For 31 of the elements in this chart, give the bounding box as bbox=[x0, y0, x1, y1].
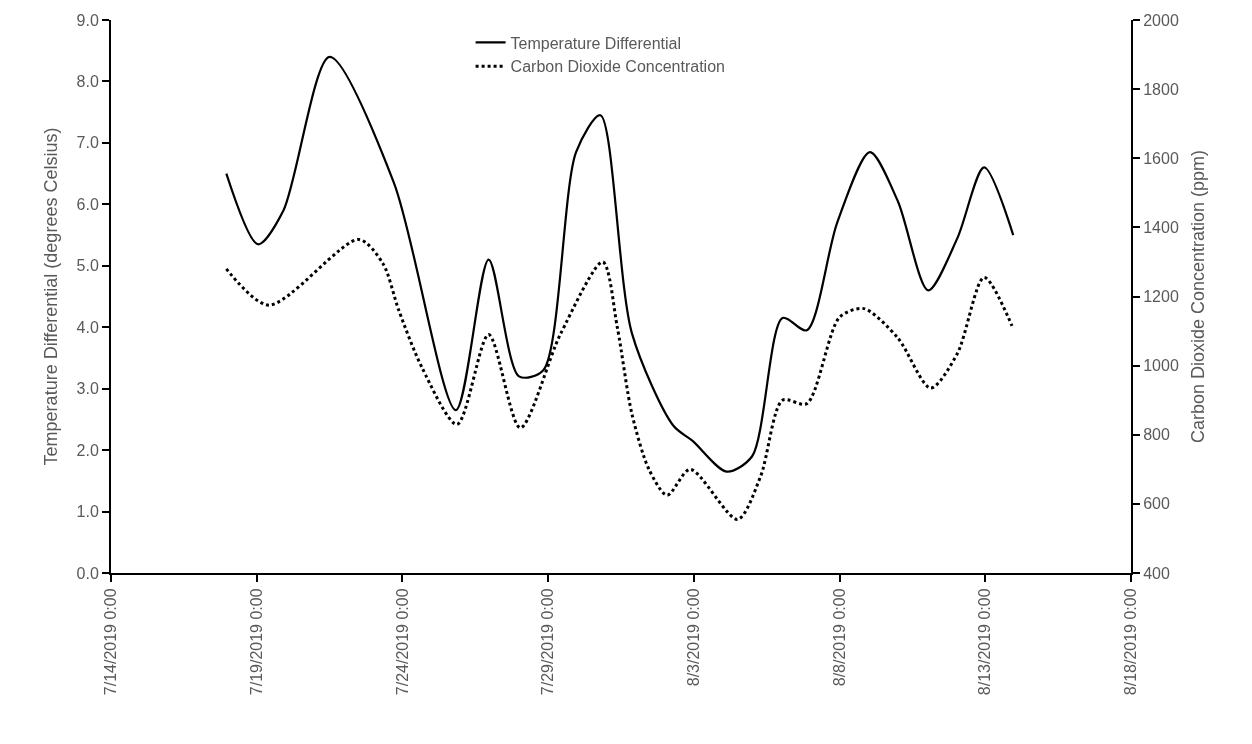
y2-tick-label: 800 bbox=[1143, 426, 1170, 444]
y-tick-label: 5.0 bbox=[76, 257, 99, 275]
x-tick-label: 8/18/2019 0:00 bbox=[1122, 588, 1140, 696]
x-tick-label: 7/19/2019 0:00 bbox=[247, 588, 265, 696]
x-tick-label: 8/3/2019 0:00 bbox=[685, 588, 703, 687]
y-tick-label: 8.0 bbox=[76, 73, 99, 91]
legend-label: Temperature Differential bbox=[510, 34, 682, 52]
x-tick-label: 8/8/2019 0:00 bbox=[830, 588, 848, 687]
x-tick-label: 7/29/2019 0:00 bbox=[539, 588, 557, 696]
x-tick-label: 7/24/2019 0:00 bbox=[393, 588, 411, 696]
y-tick-label: 7.0 bbox=[76, 134, 99, 152]
y-tick-label: 6.0 bbox=[76, 195, 99, 213]
x-tick-label: 8/13/2019 0:00 bbox=[976, 588, 994, 696]
y-axis-title: Temperature Differential (degrees Celsius) bbox=[41, 127, 62, 466]
legend-label: Carbon Dioxide Concentration bbox=[510, 58, 725, 76]
y2-tick-label: 600 bbox=[1143, 495, 1170, 513]
y2-tick-label: 1200 bbox=[1143, 288, 1179, 306]
y-tick-label: 0.0 bbox=[76, 564, 99, 582]
y2-tick-label: 1800 bbox=[1143, 80, 1179, 98]
y-tick-label: 9.0 bbox=[76, 11, 99, 29]
y2-tick-label: 1400 bbox=[1143, 218, 1179, 236]
y-tick-label: 3.0 bbox=[76, 380, 99, 398]
y2-tick-label: 400 bbox=[1143, 564, 1170, 582]
y-tick-label: 2.0 bbox=[76, 441, 99, 459]
y-tick-label: 4.0 bbox=[76, 318, 99, 336]
y2-tick-label: 2000 bbox=[1143, 11, 1179, 29]
y2-axis-title: Carbon Dioxide Concentration (ppm) bbox=[1188, 149, 1209, 444]
y-tick-label: 1.0 bbox=[76, 503, 99, 521]
y2-tick-label: 1600 bbox=[1143, 149, 1179, 167]
y2-tick-label: 1000 bbox=[1143, 357, 1179, 375]
x-tick-label: 7/14/2019 0:00 bbox=[102, 588, 120, 696]
